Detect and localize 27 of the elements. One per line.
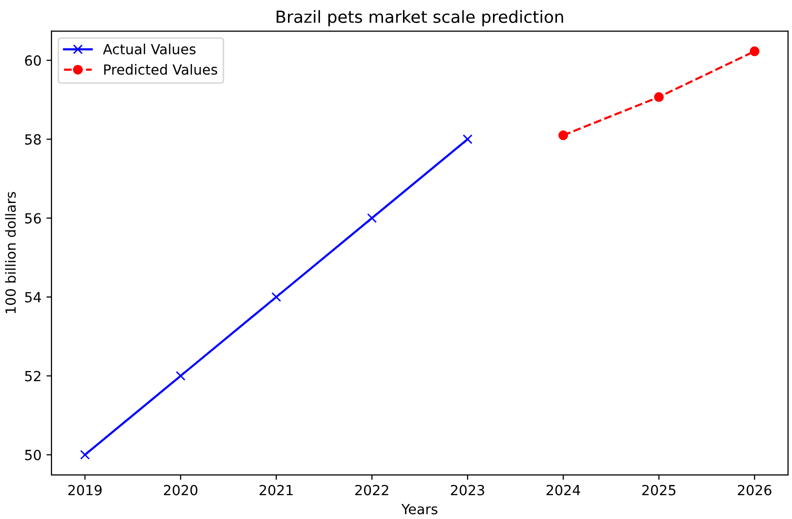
y-tick-label: 52 — [25, 370, 40, 382]
chart-title: Brazil pets market scale prediction — [276, 10, 564, 26]
point — [176, 371, 186, 381]
x-tick-label: 2025 — [642, 484, 676, 496]
legend-label: Predicted Values — [104, 64, 218, 75]
x-axis-title: Years — [401, 504, 438, 514]
point — [271, 292, 282, 302]
x-tick-label: 2026 — [738, 484, 772, 496]
x-tick-label: 2022 — [355, 484, 388, 496]
y-tick-label: 58 — [25, 134, 41, 145]
legend-label: Actual Values — [102, 44, 196, 54]
point — [654, 92, 664, 102]
y-axis-title: 100 billion dollars — [5, 192, 16, 314]
point — [462, 134, 472, 144]
y-tick-label: 60 — [25, 55, 41, 66]
x-tick-label: 2024 — [546, 484, 580, 496]
y-tick-label: 50 — [25, 450, 41, 460]
point — [367, 213, 377, 223]
y-tick-label: 56 — [25, 213, 41, 224]
x-tick-label: 2023 — [450, 484, 484, 496]
point — [80, 450, 90, 460]
x-tick-label: 2021 — [260, 484, 293, 496]
x-tick-label: 2019 — [68, 484, 102, 496]
x-tick-label: 2020 — [164, 484, 198, 496]
point — [750, 46, 760, 56]
point — [558, 130, 568, 140]
y-tick-label: 54 — [25, 292, 41, 302]
